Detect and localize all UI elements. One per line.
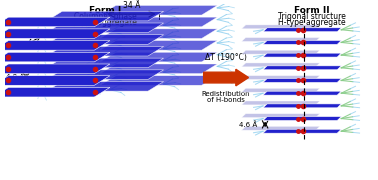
Polygon shape [100,76,217,85]
Polygon shape [263,91,341,95]
Polygon shape [0,52,110,62]
Text: Columnar phase: Columnar phase [74,12,136,21]
Polygon shape [100,52,217,62]
Text: Form I: Form I [89,6,121,15]
Polygon shape [263,104,341,108]
Text: Form II: Form II [294,6,330,15]
Text: 8.6 Å: 8.6 Å [6,42,25,49]
Polygon shape [242,101,320,105]
Polygon shape [263,117,341,120]
Polygon shape [46,82,164,91]
Polygon shape [46,35,164,44]
Text: ΔT (190°C): ΔT (190°C) [205,53,247,62]
Text: J-type aggregate: J-type aggregate [73,18,137,27]
Polygon shape [0,64,110,74]
Polygon shape [46,58,164,68]
Polygon shape [100,17,217,27]
FancyArrow shape [204,69,248,86]
Polygon shape [100,5,217,15]
Polygon shape [242,126,320,130]
Polygon shape [242,50,320,54]
Polygon shape [46,11,164,21]
Text: H-type aggregate: H-type aggregate [278,18,346,27]
Polygon shape [242,63,320,67]
Polygon shape [242,114,320,118]
Polygon shape [0,40,110,50]
Polygon shape [100,40,217,50]
Polygon shape [242,38,320,41]
Polygon shape [46,46,164,56]
Polygon shape [242,76,320,80]
Polygon shape [0,29,110,39]
Polygon shape [100,29,217,39]
Polygon shape [263,66,341,70]
Polygon shape [263,129,341,133]
Polygon shape [242,25,320,29]
Polygon shape [263,40,341,44]
Polygon shape [46,70,164,79]
Polygon shape [242,88,320,92]
Polygon shape [0,87,110,97]
Polygon shape [46,23,164,33]
Polygon shape [100,64,217,74]
Text: 4.8 Å: 4.8 Å [6,73,25,80]
Text: of H-bonds: of H-bonds [207,97,245,103]
Text: 4.6 Å: 4.6 Å [239,121,257,128]
Polygon shape [0,17,110,27]
Polygon shape [263,78,341,82]
Text: 34 Å: 34 Å [123,1,140,10]
Polygon shape [0,76,110,85]
Text: Redistribution: Redistribution [202,91,250,97]
Text: Trigonal structure: Trigonal structure [278,12,346,21]
Polygon shape [263,28,341,32]
Polygon shape [263,53,341,57]
